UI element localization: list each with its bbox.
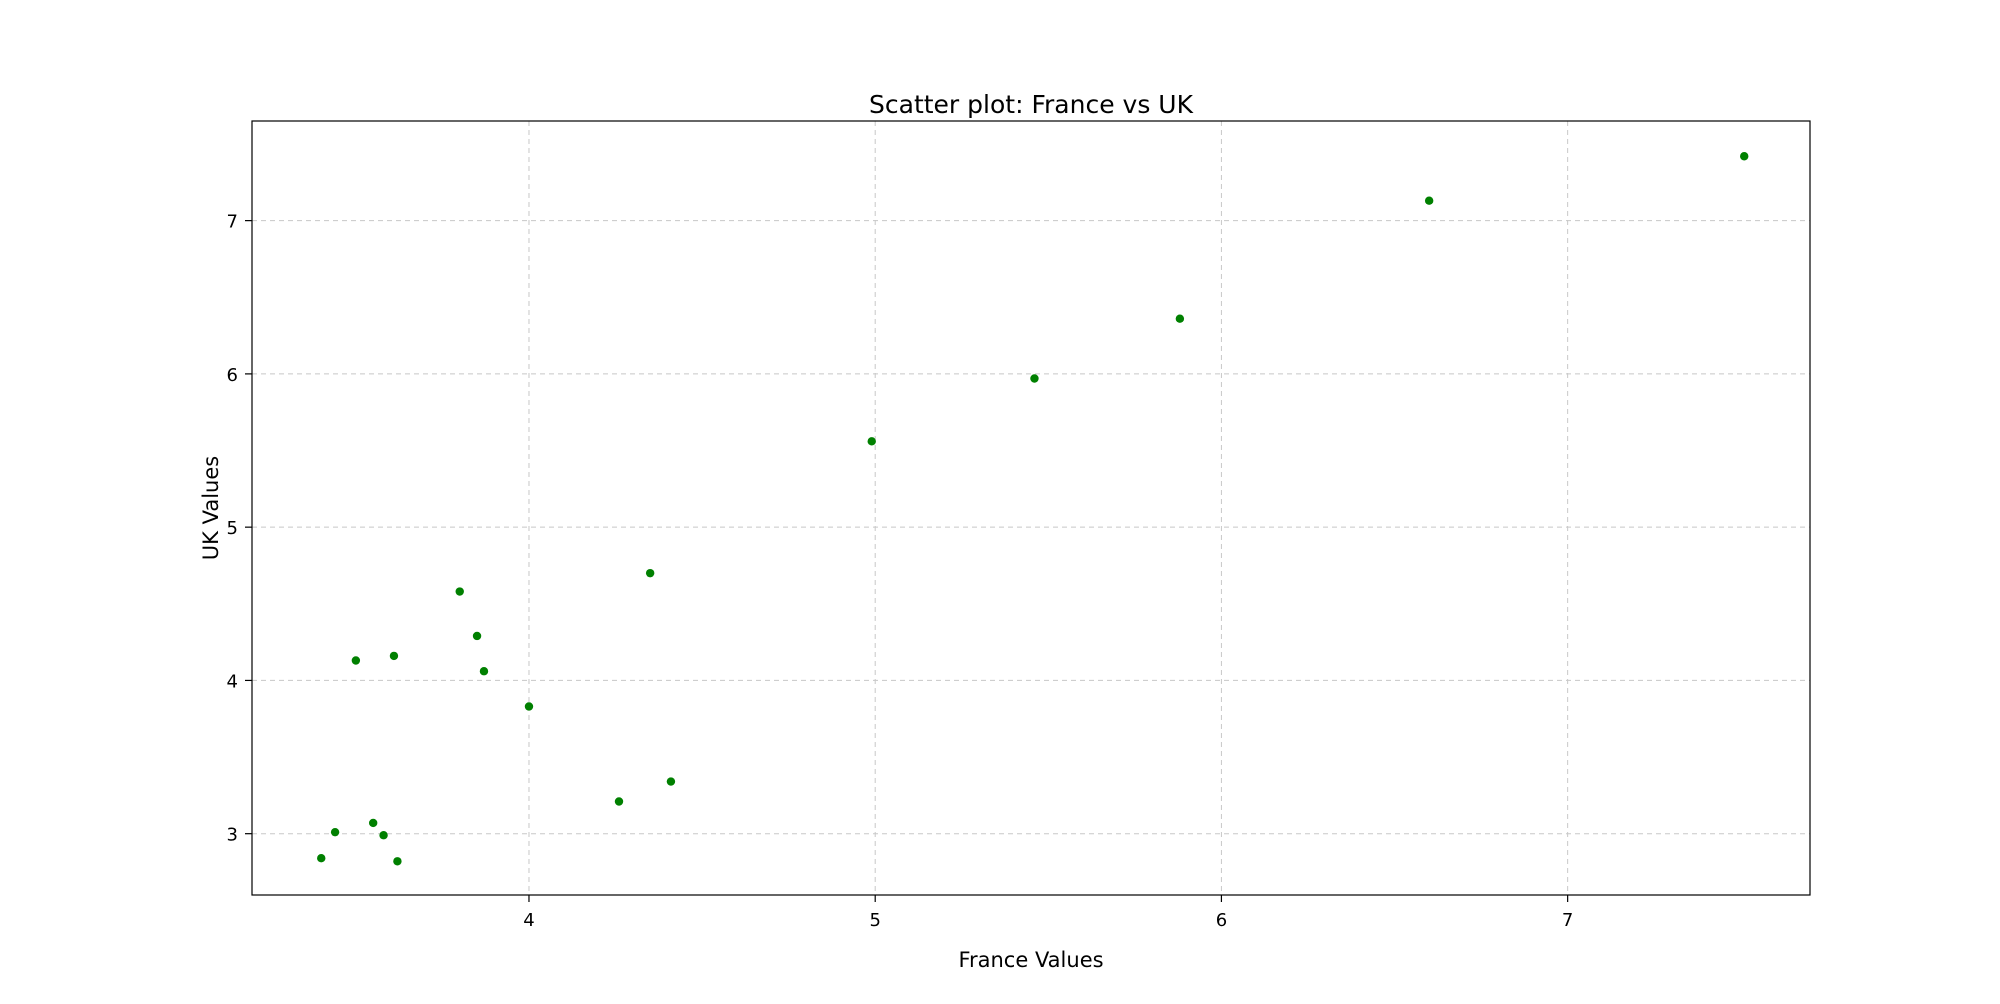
x-axis-ticks: 4 5 6 7 <box>523 895 1573 931</box>
scatter-point <box>330 827 340 837</box>
y-axis-ticks: 3 4 5 6 7 <box>227 212 252 846</box>
scatter-point <box>867 437 876 446</box>
y-tick-label: 7 <box>227 212 238 233</box>
x-tick-label: 5 <box>869 910 880 931</box>
scatter-point <box>666 777 676 786</box>
y-axis-label: UK Values <box>199 456 223 560</box>
x-tick-label: 6 <box>1216 910 1227 931</box>
x-axis-label: France Values <box>958 948 1103 972</box>
points-layer <box>317 152 1749 866</box>
scatter-point <box>389 651 399 661</box>
chart-title: Scatter plot: France vs UK <box>869 90 1194 119</box>
scatter-point <box>1175 314 1185 323</box>
scatter-point <box>472 631 482 641</box>
scatter-point <box>393 857 402 866</box>
y-tick-label: 6 <box>227 365 238 386</box>
scatter-point <box>317 854 326 863</box>
scatter-point <box>1030 374 1039 383</box>
y-tick-label: 3 <box>227 825 238 846</box>
scatter-point <box>368 818 378 828</box>
scatter-point <box>379 831 388 840</box>
y-tick-label: 4 <box>227 671 238 692</box>
grid-layer <box>252 121 1810 895</box>
y-tick-label: 5 <box>227 518 238 539</box>
scatter-point <box>455 587 464 596</box>
x-tick-label: 7 <box>1562 910 1573 931</box>
scatter-point <box>614 797 624 806</box>
x-tick-label: 4 <box>523 910 534 931</box>
scatter-point <box>351 656 361 665</box>
scatter-point <box>645 568 655 578</box>
plot-frame <box>251 120 1811 896</box>
scatter-point <box>1740 152 1749 161</box>
scatter-point <box>1424 196 1434 205</box>
scatter-point <box>479 667 489 676</box>
scatter-point <box>524 702 534 711</box>
